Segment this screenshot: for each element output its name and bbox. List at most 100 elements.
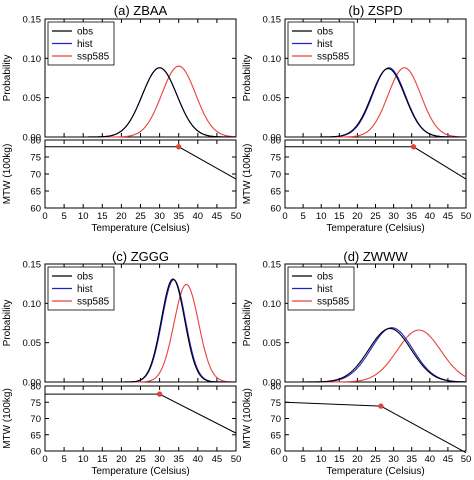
mtw-xtick-label: 15 [97,454,108,465]
mtw-xtick-label: 15 [97,211,108,222]
mtw-xtick-label: 25 [135,211,146,222]
series-line-obs [285,327,467,383]
mtw-xtick-label: 30 [154,211,165,222]
pdf-ytick-label: 0.10 [23,299,42,310]
legend-label-hist: hist [317,39,333,50]
mtw-xtick-label: 30 [388,454,399,465]
panel-title: (a) ZBAA [114,3,168,18]
mtw-xtick-label: 35 [173,454,184,465]
mtw-xtick-label: 20 [352,211,363,222]
mtw-line [45,393,237,434]
mtw-xtick-label: 15 [334,454,345,465]
mtw-ylabel: MTW (100kg) [2,144,13,205]
mtw-xtick-label: 50 [231,211,242,222]
series-line-hist [45,67,237,138]
mtw-ytick-label: 70 [30,170,41,181]
mtw-xtick-label: 10 [316,454,327,465]
mtw-xtick-label: 35 [406,454,417,465]
mtw-xtick-label: 5 [300,454,305,465]
mtw-xtick-label: 20 [352,454,363,465]
panel-1: (b) ZSPD 0.00 0.05 0.10 0.15 Probability obshi… [242,3,471,234]
mtw-threshold-marker [378,403,384,409]
pdf-ylabel: Probability [2,300,13,347]
mtw-xtick-label: 5 [61,454,66,465]
mtw-axes-frame [284,385,467,452]
panel-title: (d) ZWWW [343,249,408,264]
legend-box [287,266,355,311]
mtw-ytick-label: 70 [270,414,281,425]
mtw-xtick-label: 50 [461,211,472,222]
mtw-ytick-label: 60 [30,447,41,458]
mtw-xtick-label: 25 [370,211,381,222]
mtw-xlabel: Temperature (Celsius) [326,223,424,234]
mtw-xtick-label: 0 [282,211,287,222]
mtw-xtick-label: 45 [443,454,454,465]
legend-label-hist: hist [77,39,93,50]
mtw-ytick-label: 75 [270,398,281,409]
mtw-xlabel: Temperature (Celsius) [91,223,189,234]
mtw-xtick-label: 10 [316,211,327,222]
series-line-obs [45,67,237,138]
mtw-ylabel: MTW (100kg) [242,388,253,449]
pdf-ytick-label: 0.05 [263,93,282,104]
mtw-threshold-marker [410,144,417,150]
mtw-xtick-label: 45 [443,211,454,222]
mtw-ylabel: MTW (100kg) [2,388,13,449]
mtw-ytick-label: 75 [30,398,41,409]
mtw-xtick-label: 50 [461,454,472,465]
mtw-ytick-label: 75 [270,153,281,164]
series-line-ssp585 [285,329,467,383]
legend-label-hist: hist [77,284,93,295]
series-line-ssp585 [45,65,237,138]
pdf-ylabel: Probability [242,300,253,347]
legend-label-hist: hist [317,284,333,295]
mtw-ytick-label: 75 [30,153,41,164]
legend-label-obs: obs [77,27,93,38]
legend-label-ssp585: ssp585 [77,297,110,308]
mtw-xtick-label: 20 [116,454,127,465]
pdf-ytick-label: 0.05 [23,338,42,349]
mtw-xtick-label: 45 [212,454,223,465]
pdf-ytick-label: 0.10 [263,299,282,310]
mtw-xtick-label: 5 [300,211,305,222]
mtw-xtick-label: 0 [282,454,287,465]
mtw-xtick-label: 45 [212,211,223,222]
legend-label-obs: obs [317,27,333,38]
panel-2: (c) ZGGG 0.00 0.05 0.10 0.15 Probability obshi… [2,249,241,477]
mtw-ylabel: MTW (100kg) [242,144,253,205]
mtw-ytick-label: 80 [30,136,41,147]
panel-3: (d) ZWWW 0.00 0.05 0.10 0.15 Probability obshi… [242,249,471,477]
mtw-xtick-label: 20 [116,211,127,222]
mtw-xtick-label: 15 [334,211,345,222]
mtw-xtick-label: 50 [231,454,242,465]
mtw-threshold-marker [156,391,163,397]
series-line-obs [45,278,236,383]
legend-label-obs: obs [317,272,333,283]
panel-title: (c) ZGGG [112,249,169,264]
pdf-ytick-label: 0.15 [23,260,42,271]
series-line-ssp585 [285,67,467,138]
pdf-ytick-label: 0.15 [23,15,42,26]
panel-0: (a) ZBAA 0.00 0.05 0.10 0.15 Probability obshi… [2,3,241,234]
legend-label-obs: obs [77,272,93,283]
pdf-ytick-label: 0.15 [263,260,282,271]
mtw-ytick-label: 80 [270,382,281,393]
mtw-xtick-label: 35 [173,211,184,222]
mtw-axes-frame [284,139,467,209]
pdf-ytick-label: 0.00 [23,378,42,389]
pdf-ytick-label: 0.00 [23,133,42,144]
mtw-threshold-marker [176,144,182,150]
legend-label-ssp585: ssp585 [317,297,350,308]
mtw-xtick-label: 30 [154,454,165,465]
mtw-xtick-label: 30 [388,211,399,222]
mtw-xlabel: Temperature (Celsius) [326,466,424,477]
mtw-xtick-label: 10 [78,454,89,465]
mtw-xtick-label: 35 [406,211,417,222]
mtw-ytick-label: 60 [30,204,41,215]
mtw-xlabel: Temperature (Celsius) [91,466,189,477]
mtw-xtick-label: 10 [78,211,89,222]
mtw-ytick-label: 65 [270,187,281,198]
mtw-xtick-label: 40 [425,211,436,222]
mtw-ytick-label: 60 [270,447,281,458]
mtw-ytick-label: 65 [30,430,41,441]
